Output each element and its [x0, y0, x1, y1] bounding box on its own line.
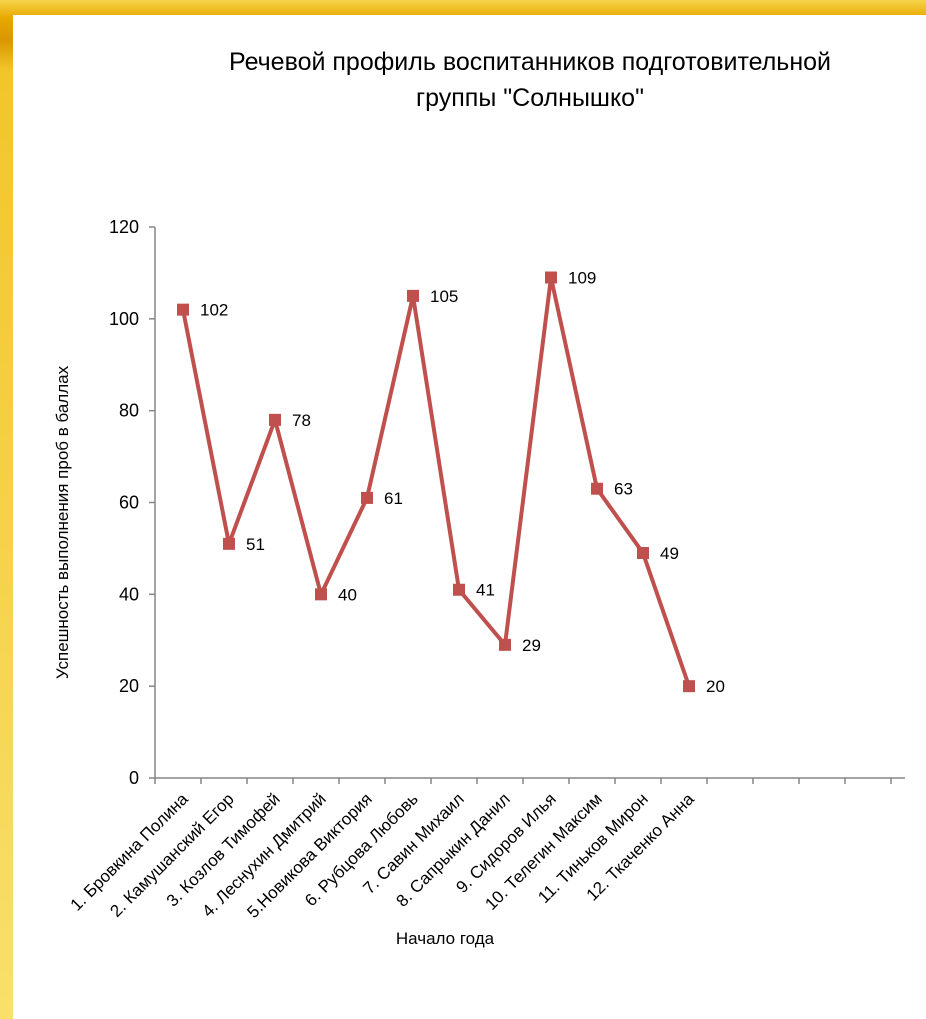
data-label: 63	[614, 480, 633, 499]
data-label: 109	[568, 269, 596, 288]
chart-title-line-1: Речевой профиль воспитанников подготовит…	[229, 48, 831, 76]
series-line	[181, 275, 691, 687]
y-ticks: 0 20 40 60 80 100 120	[109, 217, 155, 788]
chart-title: Речевой профиль воспитанников подготовит…	[150, 44, 910, 116]
y-axis-title: Успешность выполнения проб в баллах	[53, 365, 72, 679]
y-tick-label: 120	[109, 217, 139, 237]
data-label: 105	[430, 287, 458, 306]
data-label: 61	[384, 489, 403, 508]
data-point-marker	[499, 638, 511, 651]
data-point-marker	[683, 680, 695, 693]
data-point-marker	[177, 303, 189, 316]
data-point-marker	[407, 289, 419, 302]
data-label: 40	[338, 585, 357, 604]
chart-title-line-2: группы "Солнышко"	[416, 84, 644, 112]
chart-panel	[13, 15, 926, 1019]
series-layer	[177, 271, 695, 693]
data-labels: 102 51 78 40 61 105 41 29 109 63 49 20	[200, 269, 725, 697]
data-label: 41	[476, 581, 495, 600]
y-tick-label: 80	[119, 401, 139, 421]
data-point-marker	[591, 482, 603, 495]
data-point-marker	[545, 271, 557, 284]
data-point-marker	[315, 588, 327, 601]
y-tick-label: 40	[119, 584, 139, 604]
axes	[154, 227, 905, 779]
x-axis-title: Начало года	[396, 929, 495, 948]
data-point-marker	[223, 537, 235, 550]
y-tick-label: 100	[109, 309, 139, 329]
data-point-marker	[269, 413, 281, 426]
data-point-marker	[361, 491, 373, 504]
data-label: 29	[522, 636, 541, 655]
data-label: 49	[660, 544, 679, 563]
data-point-marker	[637, 547, 649, 560]
y-tick-label: 20	[119, 676, 139, 696]
data-label: 102	[200, 301, 228, 320]
y-tick-label: 60	[119, 493, 139, 513]
y-tick-label: 0	[129, 768, 139, 788]
data-label: 78	[292, 411, 311, 430]
x-ticks	[154, 778, 892, 784]
data-point-marker	[453, 583, 465, 596]
data-label: 51	[246, 535, 265, 554]
data-label: 20	[706, 677, 725, 696]
